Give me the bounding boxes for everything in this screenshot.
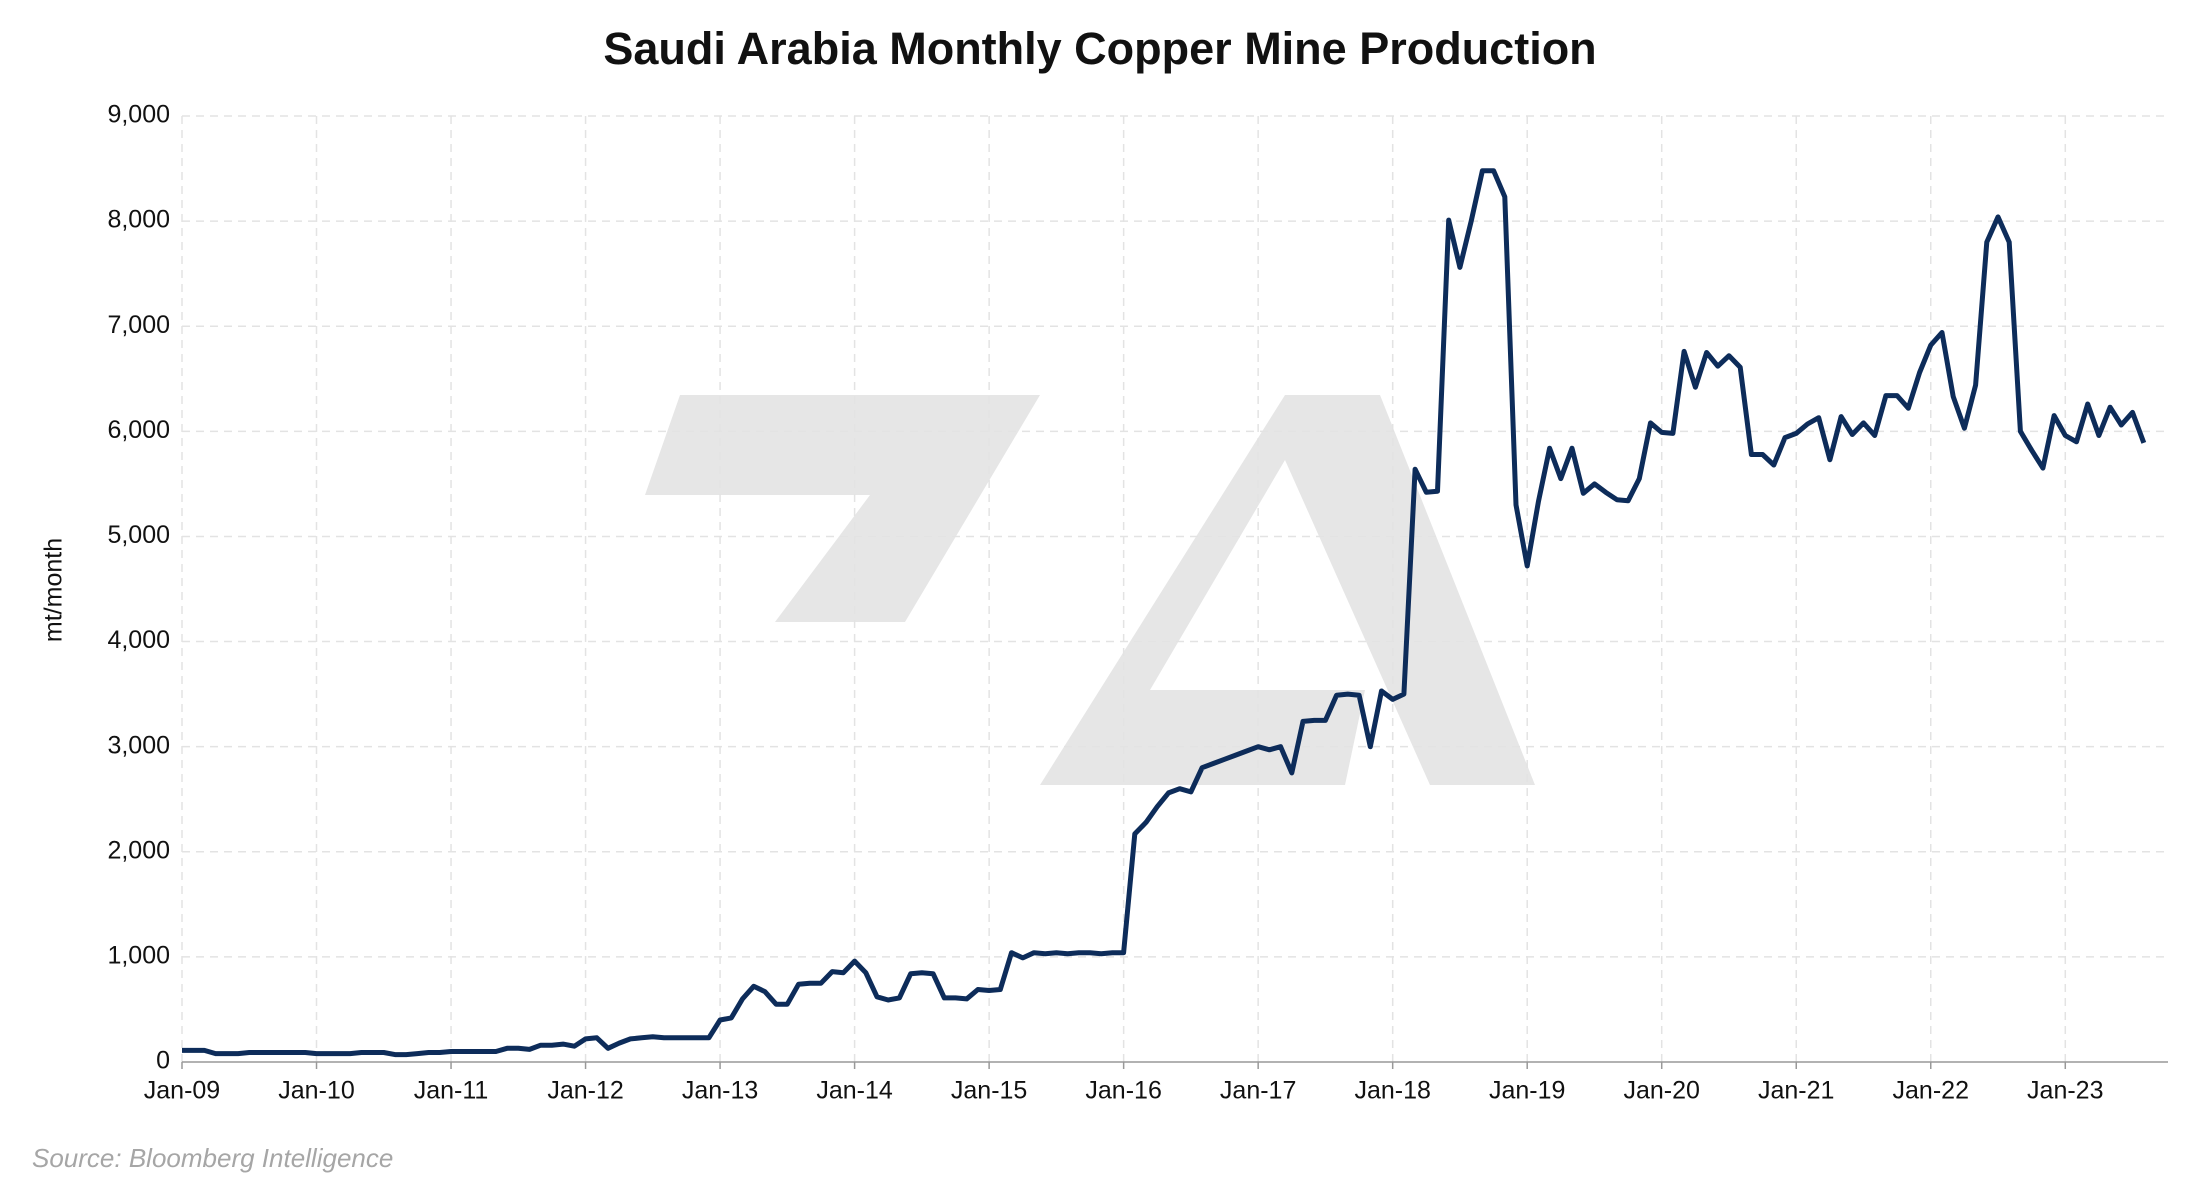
x-tick-label: Jan-09 xyxy=(144,1077,220,1105)
y-tick-label: 3,000 xyxy=(107,731,170,759)
x-tick-label: Jan-22 xyxy=(1893,1077,1969,1105)
x-tick-label: Jan-15 xyxy=(951,1077,1027,1105)
x-tick-label: Jan-12 xyxy=(547,1077,623,1105)
x-tick-label: Jan-10 xyxy=(278,1077,354,1105)
y-tick-label: 4,000 xyxy=(107,626,170,654)
x-tick-label: Jan-16 xyxy=(1085,1077,1161,1105)
x-tick-label: Jan-18 xyxy=(1354,1077,1430,1105)
x-tick-label: Jan-20 xyxy=(1623,1077,1699,1105)
y-tick-label: 9,000 xyxy=(107,101,170,129)
y-axis-title: mt/month xyxy=(40,538,68,642)
x-tick-label: Jan-23 xyxy=(2027,1077,2103,1105)
x-tick-label: Jan-19 xyxy=(1489,1077,1565,1105)
chart-title: Saudi Arabia Monthly Copper Mine Product… xyxy=(603,23,1596,74)
y-tick-label: 5,000 xyxy=(107,521,170,549)
x-tick-label: Jan-17 xyxy=(1220,1077,1296,1105)
y-tick-label: 2,000 xyxy=(107,836,170,864)
y-tick-label: 6,000 xyxy=(107,416,170,444)
y-tick-label: 1,000 xyxy=(107,941,170,969)
y-tick-label: 0 xyxy=(156,1047,170,1075)
source-note: Source: Bloomberg Intelligence xyxy=(32,1143,393,1173)
x-tick-label: Jan-21 xyxy=(1758,1077,1834,1105)
x-tick-label: Jan-14 xyxy=(816,1077,893,1105)
y-tick-label: 7,000 xyxy=(107,311,170,339)
x-tick-label: Jan-13 xyxy=(682,1077,758,1105)
watermark xyxy=(645,395,1535,785)
y-tick-label: 8,000 xyxy=(107,206,170,234)
x-tick-label: Jan-11 xyxy=(414,1077,489,1105)
data-line xyxy=(182,168,2147,1058)
